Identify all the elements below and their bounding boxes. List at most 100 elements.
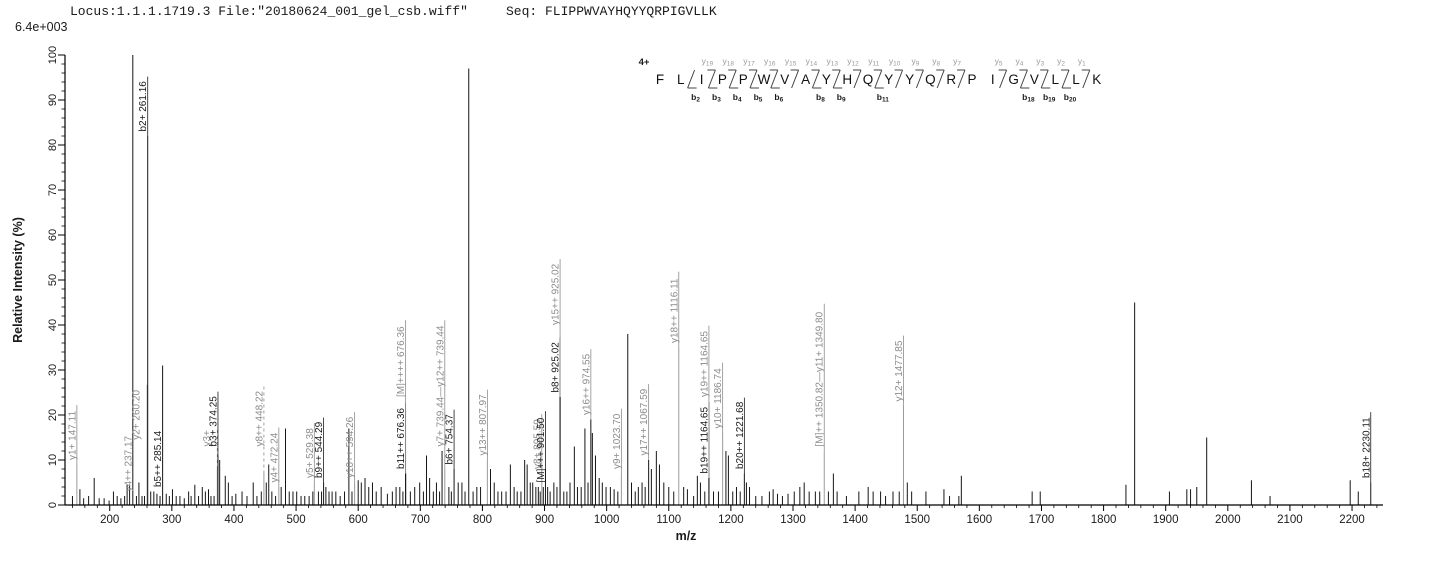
ladder-y-ion-label: y19 [702,56,714,68]
x-tick-label: 1000 [594,514,620,526]
y-tick-label: 40 [47,319,59,331]
y-tick-label: 10 [47,454,59,466]
cleavage-slash [895,69,904,89]
ladder-b-ion-label: b18 [1022,92,1035,104]
cleavage-slash [749,69,758,89]
ion-label: [M]++++ 676.36 [396,326,407,397]
cleavage-slash [1082,69,1091,89]
ion-label: y10+ 1186.74 [713,368,724,429]
x-tick-label: 600 [349,514,368,526]
ladder-b-ion-label: b5 [754,92,763,104]
ion-label: b8+ 925.02 [551,342,562,393]
ion-label: b5++ 285.14 [153,430,164,487]
ion-label: [M]++ 1350.82—y11+ 1349.80 [815,311,826,446]
ion-label: y7+ 739.44—y12++ 739.44 [435,325,446,446]
ion-label: y15++ 925.02 [551,263,562,325]
ion-label: y4+ 472.24 [269,432,280,482]
ladder-y-ion-label: y13 [826,56,838,68]
ion-label: b9++ 544.29 [314,421,325,478]
residue-letter: V [1030,72,1039,87]
x-tick-label: 900 [535,514,554,526]
ladder-b-ion-label: b19 [1043,92,1056,104]
x-tick-label: 400 [224,514,243,526]
y-tick-label: 60 [47,229,59,241]
y-tick-label: 70 [47,184,59,196]
ladder-y-ion-label: y9 [911,56,919,68]
ion-label: b18+ 2230.11 [1361,417,1372,478]
cleavage-slash [770,69,779,89]
x-tick-label: 1900 [1153,514,1179,526]
cleavage-slash [999,69,1008,89]
x-tick-label: 300 [162,514,181,526]
cleavage-slash [1019,69,1028,89]
sequence-label: Seq: FLIPPWVAYHQYYQRPIGVLLK [506,4,717,19]
x-tick-label: 1100 [656,514,681,526]
y-tick-label: 80 [47,139,59,151]
cleavage-slash [811,69,820,89]
residue-letter: W [758,72,771,87]
cleavage-slash [957,69,966,89]
y-tick-label: 100 [47,46,59,64]
x-tick-label: 1600 [967,514,993,526]
ion-label: y12+ 1477.85 [894,340,905,401]
cleavage-slash [1040,69,1049,89]
ladder-b-ion-label: b20 [1064,92,1077,104]
residue-letter: G [1008,72,1019,87]
ladder-y-ion-label: y10 [889,56,901,68]
ion-label: y19++ 1164.65 [699,331,710,397]
ion-label: y8++ 448.22 [254,390,265,446]
ladder-y-ion-label: y12 [847,56,859,68]
ion-label: b20++ 1221.68 [735,401,746,469]
ion-label: y17++ 1067.59 [639,388,650,455]
x-tick-label: 2100 [1277,514,1303,526]
residue-letter: H [842,72,852,87]
y-tick-label: 20 [47,409,59,421]
ion-label: b6+ 754.37 [445,414,456,465]
x-tick-label: 2200 [1339,514,1365,526]
x-tick-label: 2000 [1215,514,1241,526]
ladder-y-ion-label: y17 [743,56,755,68]
residue-letter: P [967,72,976,87]
residue-letter: L [1051,72,1059,87]
residue-letter: F [656,72,664,87]
x-tick-label: 500 [286,514,305,526]
ladder-y-ion-label: y11 [868,56,879,68]
ion-label: y4++ 237.17 [123,435,134,491]
cleavage-slash [687,69,696,89]
ion-label: y3+ [202,430,213,447]
ladder-b-ion-label: b8 [816,92,825,104]
ion-label: y13++ 807.97 [478,394,489,456]
ion-label: [M]+++ 901.50 [536,417,547,482]
cleavage-slash [915,69,924,89]
residue-letter: Q [925,72,936,87]
x-axis-title: m/z [676,529,697,543]
ladder-y-ion-label: y3 [1036,56,1044,68]
ladder-b-ion-label: b9 [837,92,846,104]
residue-letter: Q [863,72,874,87]
ladder-y-ion-label: y2 [1057,56,1065,68]
cleavage-slash [874,69,883,89]
x-tick-label: 1300 [780,514,806,526]
cleavage-slash [832,69,841,89]
cleavage-slash [791,69,800,89]
y-tick-label: 90 [47,94,59,106]
ladder-b-ion-label: b6 [774,92,783,104]
y-tick-label: 30 [47,364,59,376]
x-tick-label: 1700 [1029,514,1055,526]
residue-letter: P [718,72,727,87]
residue-letter: L [677,72,685,87]
residue-letter: P [739,72,748,87]
ion-label: y9+ 1023.70 [612,413,623,469]
x-tick-label: 200 [100,514,119,526]
locus-file-label: Locus:1.1.1.1719.3 File:"20180624_001_ge… [70,4,468,19]
ion-label: y1+ 147.11 [67,411,78,460]
ladder-y-ion-label: y7 [953,56,961,68]
ladder-b-ion-label: b3 [712,92,721,104]
residue-letter: L [1072,72,1080,87]
residue-letter: Y [905,72,914,87]
ladder-y-ion-label: y8 [932,56,940,68]
cleavage-slash [936,69,945,89]
x-tick-label: 1800 [1091,514,1117,526]
